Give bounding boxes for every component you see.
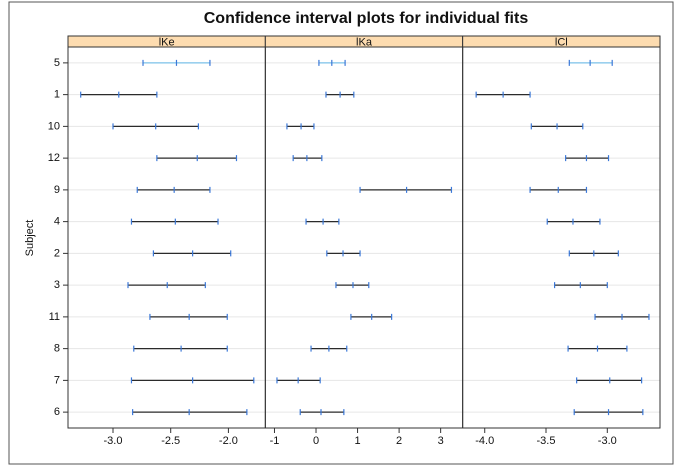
frame (8, 1, 674, 465)
x-tick-label: -2.0 (219, 435, 238, 447)
x-tick-label: -4.0 (475, 435, 494, 447)
panel-label: lCl (555, 36, 568, 48)
x-tick-label: -2.5 (161, 435, 180, 447)
y-tick-label: 1 (54, 89, 60, 101)
x-tick-label: 3 (438, 435, 444, 447)
y-tick-label: 4 (54, 216, 60, 228)
panel-label: lKe (159, 36, 175, 48)
x-tick-label: 1 (354, 435, 360, 447)
y-tick-label: 6 (54, 406, 60, 418)
panel-border (67, 46, 266, 429)
x-tick-label: -3.0 (598, 435, 617, 447)
y-tick-label: 2 (54, 247, 60, 259)
y-tick-label: 10 (48, 120, 60, 132)
panel-border (462, 46, 661, 429)
panel-border (264, 46, 464, 429)
y-tick-label: 7 (54, 374, 60, 386)
y-tick-label: 11 (49, 311, 60, 323)
y-tick-label: 3 (54, 279, 60, 291)
y-tick-label: 9 (54, 184, 60, 196)
chart-title: Confidence interval plots for individual… (204, 10, 529, 27)
x-tick-label: 0 (313, 435, 319, 447)
y-tick-label: 5 (54, 57, 60, 69)
x-tick-label: -3.0 (104, 435, 123, 447)
y-axis-label: Subject (24, 220, 36, 257)
x-tick-label: -3.5 (537, 435, 556, 447)
panel-label: lKa (356, 36, 373, 48)
y-tick-label: 12 (48, 152, 60, 164)
y-tick-label: 8 (54, 343, 60, 355)
x-tick-label: 2 (396, 435, 402, 447)
x-tick-label: -1 (270, 435, 280, 447)
